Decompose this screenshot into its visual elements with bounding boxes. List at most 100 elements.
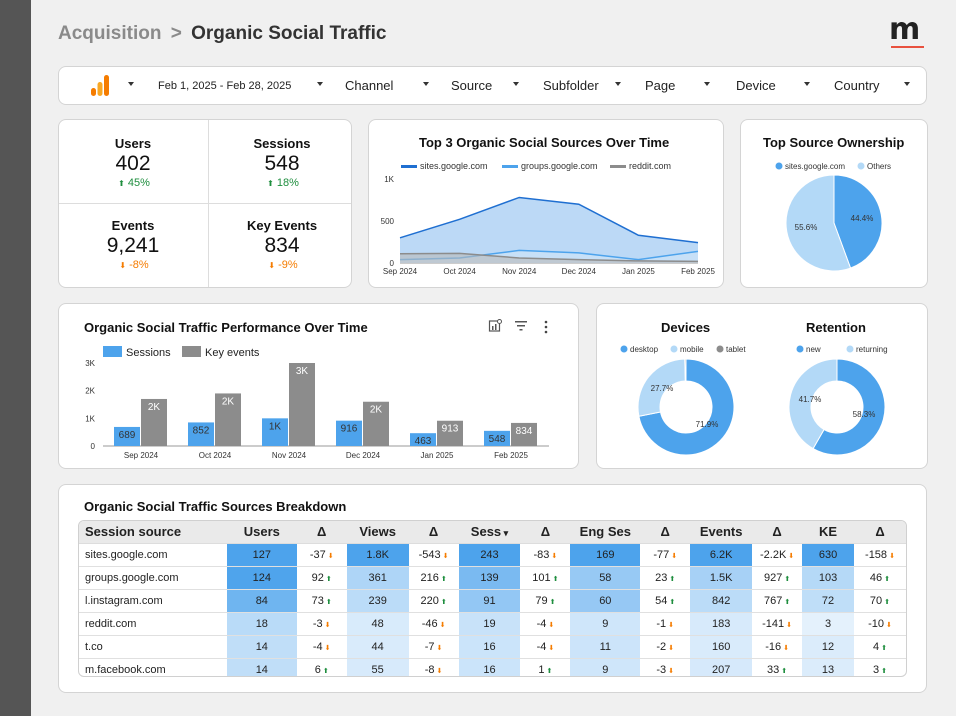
table-row[interactable]: reddit.com 18 -3 ⬇ 48 -46 ⬇ 19 -4 ⬇ 9 -1 ⬇ 183 -141 ⬇ 3-…	[79, 612, 906, 636]
filter-icon[interactable]	[514, 320, 528, 332]
filter-page[interactable]: Page	[645, 78, 676, 93]
column-header[interactable]: Δ	[640, 521, 691, 544]
column-header[interactable]: Δ	[296, 521, 347, 544]
kpi-delta: ⬆ 45%	[59, 177, 207, 189]
delta-value: 216	[420, 571, 439, 584]
legend-dot	[670, 345, 678, 353]
column-header[interactable]: Session source	[79, 521, 227, 544]
delta-value: -77	[653, 548, 670, 561]
chevron-down-icon[interactable]	[804, 82, 810, 86]
metric-cell: 160	[690, 635, 753, 659]
y-tick-label: 3K	[85, 359, 95, 368]
metric-cell: 19	[458, 612, 521, 636]
delta-cell: -8 ⬇	[408, 658, 459, 676]
kpi-divider	[59, 203, 351, 204]
legend-swatch	[401, 165, 417, 168]
x-tick-label: Sep 2024	[383, 267, 418, 276]
date-range-filter[interactable]: Feb 1, 2025 - Feb 28, 2025	[158, 80, 292, 92]
column-header[interactable]: Views	[346, 521, 409, 544]
filter-channel[interactable]: Channel	[345, 78, 394, 93]
delta-value: 46	[869, 571, 883, 584]
filter-source[interactable]: Source	[451, 78, 493, 93]
bar-key-events	[437, 420, 463, 446]
chart-settings-icon[interactable]	[488, 319, 502, 333]
breadcrumb-section[interactable]: Acquisition	[58, 23, 162, 44]
filter-device[interactable]: Device	[736, 78, 776, 93]
chevron-down-icon[interactable]	[513, 82, 519, 86]
column-header[interactable]: Eng Ses	[570, 521, 641, 544]
arrow-down-icon: ⬇	[668, 621, 675, 629]
property-dropdown-chevron-icon[interactable]	[128, 82, 134, 86]
slice-label: 71.9%	[696, 420, 719, 429]
metric-cell: 139	[458, 566, 521, 590]
legend-dot	[857, 162, 865, 170]
breadcrumb: Acquisition > Organic Social Traffic	[58, 23, 386, 45]
metric-cell: 14	[226, 635, 297, 659]
arrow-down-icon: ⬇	[668, 667, 675, 675]
column-header[interactable]: Users	[226, 521, 297, 544]
arrow-up-icon: ⬆	[325, 575, 332, 583]
top-sources-title: Top 3 Organic Social Sources Over Time	[419, 135, 670, 150]
kpi-value: 834	[264, 234, 300, 257]
delta-value: 23	[655, 571, 668, 584]
arrow-up-icon: ⬆	[552, 575, 559, 583]
column-header[interactable]: KE	[802, 521, 854, 544]
y-tick-label: 2K	[85, 387, 95, 396]
chevron-down-icon[interactable]	[904, 82, 910, 86]
metric-cell: 18	[226, 612, 297, 636]
legend-swatch	[610, 165, 626, 168]
kpi-key-events: Key Events 834 ⬇ -9%	[208, 218, 356, 271]
delta-value: -8	[424, 663, 435, 676]
sort-desc-icon[interactable]: ▾	[501, 528, 509, 539]
column-header[interactable]: Sess ▾	[458, 521, 521, 544]
breadcrumb-separator: >	[170, 23, 182, 44]
filter-country[interactable]: Country	[834, 78, 880, 93]
metric-cell: 361	[346, 566, 409, 590]
sources-breakdown-card: Organic Social Traffic Sources Breakdown…	[58, 484, 927, 693]
arrow-down-icon: ⬇	[324, 621, 331, 629]
pie-slice	[638, 358, 735, 456]
y-tick-label: 1K	[85, 414, 95, 423]
x-tick-label: Jan 2025	[622, 267, 655, 276]
kpi-label: Events	[111, 218, 155, 233]
bar-data-label: 3K	[296, 366, 309, 377]
x-tick-label: Sep 2024	[124, 451, 159, 460]
metric-cell: 72	[802, 589, 854, 613]
table-row[interactable]: groups.google.com 124 92 ⬆ 361 216 ⬆ 139 101 ⬆ 58 2…	[79, 566, 906, 590]
kpi-events: Events 9,241 ⬇ -8%	[59, 218, 207, 271]
arrow-down-icon: ⬇	[548, 621, 555, 629]
column-header[interactable]: Δ	[408, 521, 459, 544]
table-row[interactable]: l.instagram.com 84 73 ⬆ 239 220 ⬆ 91 79 ⬆ 60 54 ⬆ 842…	[79, 589, 906, 613]
bar-data-label: 834	[516, 426, 533, 437]
legend-label: sites.google.com	[420, 161, 488, 171]
metric-cell: 91	[458, 589, 521, 613]
metric-cell: 9	[570, 658, 641, 676]
bar-data-label: 463	[415, 436, 432, 447]
more-options-icon[interactable]	[543, 320, 549, 334]
delta-cell: -141 ⬇	[752, 612, 803, 636]
chevron-down-icon[interactable]	[423, 82, 429, 86]
chevron-down-icon[interactable]	[704, 82, 710, 86]
column-header[interactable]: Δ	[520, 521, 571, 544]
bar-key-events	[511, 422, 537, 446]
bar-sessions	[188, 422, 214, 446]
performance-card: Organic Social Traffic Performance Over …	[58, 303, 579, 469]
date-range-chevron-icon[interactable]	[317, 82, 323, 86]
analytics-icon	[91, 75, 109, 96]
arrow-up-icon: ⬆	[118, 179, 125, 188]
filter-subfolder[interactable]: Subfolder	[543, 78, 599, 93]
arrow-down-icon: ⬇	[889, 552, 895, 560]
chevron-down-icon[interactable]	[615, 82, 621, 86]
column-header[interactable]: Δ	[752, 521, 803, 544]
bar-key-events	[289, 363, 315, 446]
metric-cell: 9	[570, 612, 641, 636]
column-header[interactable]: Events	[690, 521, 753, 544]
delta-value: -158	[865, 548, 888, 561]
delta-cell: 23 ⬆	[640, 566, 691, 590]
table-row[interactable]: sites.google.com 127 -37 ⬇ 1.8K -543 ⬇ 243 -83 ⬇ 1…	[79, 543, 906, 567]
legend-swatch	[182, 346, 201, 357]
column-header[interactable]: Δ	[853, 521, 906, 544]
arrow-down-icon: ⬇	[442, 552, 449, 560]
table-row[interactable]: t.co 14 -4 ⬇ 44 -7 ⬇ 16 -4 ⬇ 11 -2 ⬇ 160 -16 ⬇ 12 4 ⬆	[79, 635, 906, 659]
table-row[interactable]: m.facebook.com 14 6 ⬆ 55 -8 ⬇ 16 1 ⬆ 9 -3 ⬇ 207 33 ⬆ 13 3…	[79, 658, 906, 676]
